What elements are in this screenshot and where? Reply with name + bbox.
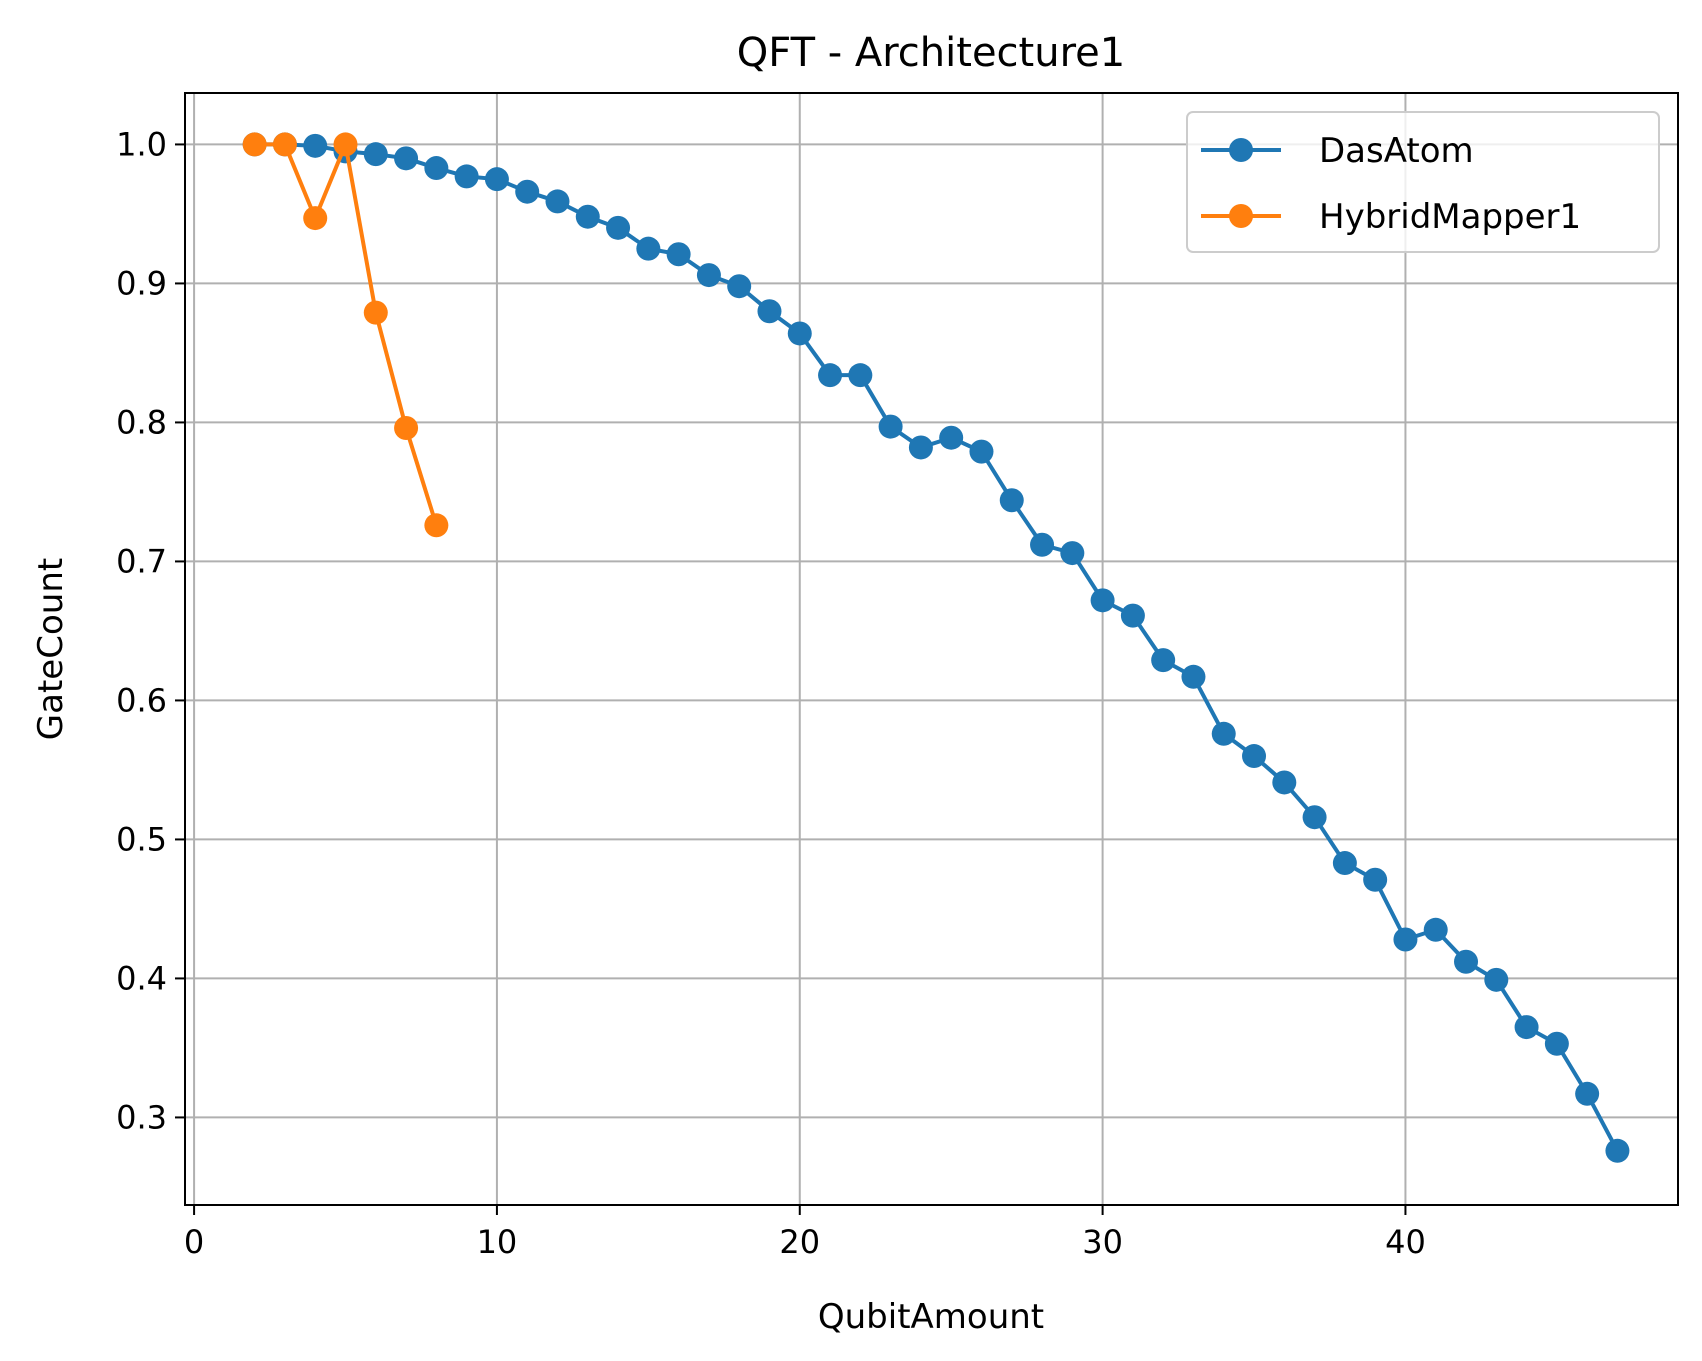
data-point — [1272, 770, 1297, 795]
data-point — [1544, 1031, 1569, 1056]
series-layer — [242, 132, 1630, 1163]
data-point — [575, 204, 600, 229]
data-point — [606, 215, 631, 240]
data-point — [1514, 1015, 1539, 1040]
data-point — [1211, 721, 1236, 746]
data-point — [363, 142, 388, 167]
series-HybridMapper1 — [242, 132, 449, 538]
series-line — [254, 142, 1620, 1152]
data-point — [242, 132, 267, 157]
ticks: 0 10 20 30 40 0.3 0.4 0.5 0.6 0.7 0.8 0.9 1.0 — [116, 125, 1426, 1261]
legend-label: DasAtom — [1319, 131, 1474, 171]
data-point — [1090, 588, 1115, 613]
data-point — [848, 363, 873, 388]
data-point — [969, 439, 994, 464]
x-tick-label: 20 — [779, 1223, 820, 1261]
data-point — [636, 236, 661, 261]
legend-marker — [1229, 204, 1253, 228]
plot-frame — [184, 92, 1679, 1206]
y-tick-label: 0.3 — [116, 1098, 167, 1136]
y-tick-label: 0.9 — [116, 264, 167, 302]
x-tick-label: 40 — [1385, 1223, 1426, 1261]
y-axis-label: GateCount — [31, 558, 71, 740]
data-point — [1605, 1138, 1630, 1163]
data-point — [333, 132, 358, 157]
y-tick-label: 0.4 — [116, 959, 167, 997]
data-point — [303, 206, 328, 231]
y-tick-label: 0.8 — [116, 403, 167, 441]
data-point — [1120, 603, 1145, 628]
data-point — [696, 263, 721, 288]
data-point — [1242, 744, 1267, 769]
grid — [185, 93, 1678, 1205]
data-point — [515, 179, 540, 204]
data-point — [999, 488, 1024, 513]
x-axis-label: QubitAmount — [818, 1297, 1044, 1337]
data-point — [1060, 541, 1085, 566]
legend-marker — [1229, 138, 1253, 162]
data-point — [1030, 532, 1055, 557]
data-point — [394, 146, 419, 171]
y-tick-label: 0.6 — [116, 681, 167, 719]
data-point — [424, 513, 449, 538]
data-point — [1484, 967, 1509, 992]
legend-item: HybridMapper1 — [1201, 197, 1581, 237]
x-tick-label: 10 — [477, 1223, 518, 1261]
data-point — [303, 133, 328, 158]
series-DasAtom — [242, 132, 1630, 1163]
data-point — [1332, 851, 1357, 876]
data-point — [424, 156, 449, 181]
data-point — [757, 299, 782, 324]
data-point — [545, 189, 570, 214]
data-point — [787, 321, 812, 346]
legend: DasAtom HybridMapper1 — [1186, 111, 1660, 253]
data-point — [1302, 805, 1327, 830]
data-point — [1181, 664, 1206, 689]
data-point — [878, 414, 903, 439]
data-point — [908, 435, 933, 460]
x-tick-label: 30 — [1082, 1223, 1123, 1261]
data-point — [1151, 648, 1176, 673]
y-tick-label: 0.5 — [116, 820, 167, 858]
data-point — [454, 164, 479, 189]
data-point — [272, 132, 297, 157]
chart-title: QFT - Architecture1 — [737, 30, 1125, 76]
y-tick-label: 1.0 — [116, 125, 167, 163]
data-point — [394, 415, 419, 440]
data-point — [818, 363, 843, 388]
data-point — [1575, 1081, 1600, 1106]
data-point — [1393, 927, 1418, 952]
legend-box — [1186, 111, 1660, 253]
x-tick-label: 0 — [184, 1223, 204, 1261]
data-point — [939, 425, 964, 450]
y-tick-label: 0.7 — [116, 542, 167, 580]
data-point — [484, 167, 509, 192]
data-point — [363, 300, 388, 325]
data-point — [1423, 917, 1448, 942]
legend-label: HybridMapper1 — [1319, 197, 1581, 237]
data-point — [666, 242, 691, 267]
data-point — [727, 274, 752, 299]
series-line — [254, 142, 439, 526]
data-point — [1454, 949, 1479, 974]
legend-item: DasAtom — [1201, 131, 1474, 171]
data-point — [1363, 867, 1388, 892]
